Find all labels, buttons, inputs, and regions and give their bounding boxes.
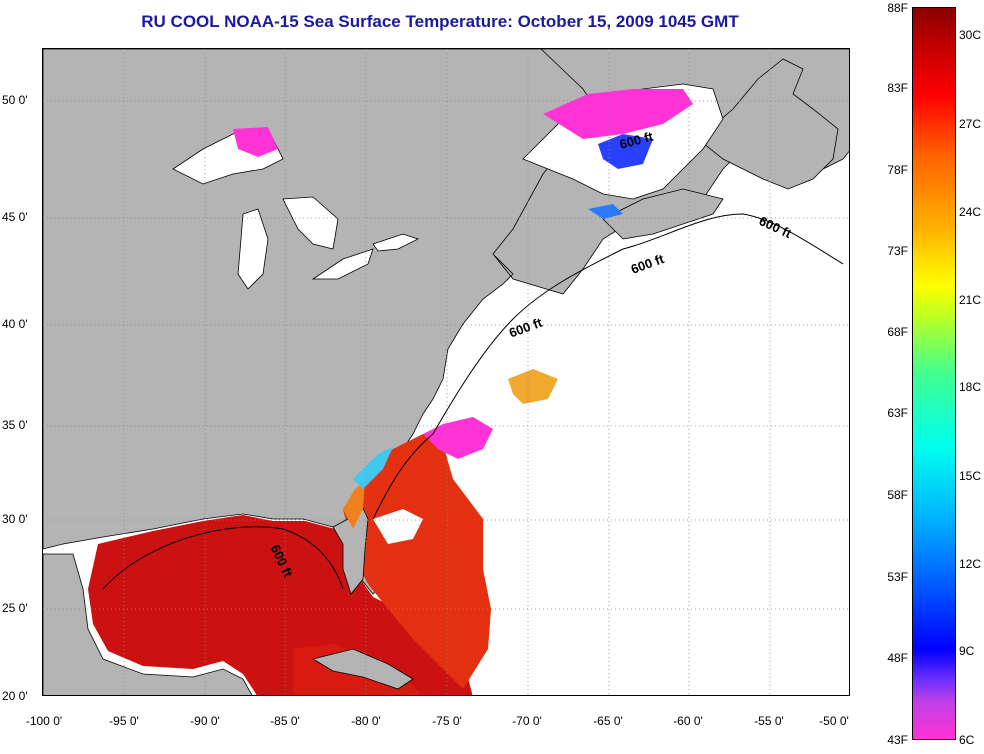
isobath-600ft: [102, 213, 844, 590]
fahrenheit-label: 83F: [887, 81, 908, 95]
celsius-label: 15C: [959, 469, 982, 483]
x-tick-label: -80 0': [351, 714, 381, 728]
fahrenheit-label: 58F: [887, 488, 908, 502]
celsius-label: 9C: [959, 644, 975, 658]
fahrenheit-label: 43F: [887, 733, 908, 747]
map-canvas: 600 ft 600 ft 600 ft 600 ft 600 ft: [43, 49, 849, 695]
color-scale-bar: [912, 7, 956, 740]
y-tick-label: 40 0': [2, 317, 28, 331]
nova-scotia: [602, 188, 724, 240]
fahrenheit-label: 88F: [887, 1, 908, 15]
celsius-label: 27C: [959, 117, 982, 131]
y-tick-label: 30 0': [2, 512, 28, 526]
x-tick-label: -70 0': [512, 714, 542, 728]
fahrenheit-label: 73F: [887, 244, 908, 258]
map-title: RU COOL NOAA-15 Sea Surface Temperature:…: [141, 12, 739, 31]
lake-huron: [282, 196, 339, 250]
y-tick-label: 25 0': [2, 601, 28, 615]
x-tick-label: -60 0': [673, 714, 703, 728]
celsius-label: 21C: [959, 293, 982, 307]
cape-hatteras-magenta: [423, 417, 493, 459]
lake-erie: [311, 248, 374, 280]
x-tick-label: -90 0': [190, 714, 220, 728]
atlantic-warm-sst: [343, 434, 491, 689]
celsius-label: 24C: [959, 205, 982, 219]
gulf-stream-orange: [343, 481, 365, 529]
y-tick-label: 50 0': [2, 93, 28, 107]
sst-map: 600 ft 600 ft 600 ft 600 ft 600 ft: [42, 48, 850, 696]
graticule: [43, 49, 849, 695]
y-tick-label: 20 0': [2, 689, 28, 703]
offshore-yellow: [508, 369, 558, 404]
x-tick-label: -85 0': [270, 714, 300, 728]
celsius-label: 30C: [959, 28, 982, 42]
fahrenheit-label: 63F: [887, 406, 908, 420]
stlawrence-magenta: [543, 89, 693, 139]
x-tick-label: -55 0': [754, 714, 784, 728]
gulf-sst: [88, 515, 473, 695]
y-tick-label: 45 0': [2, 210, 28, 224]
x-tick-label: -75 0': [432, 714, 462, 728]
y-tick-label: 35 0': [2, 418, 28, 432]
x-tick-label: -50 0': [819, 714, 849, 728]
mexico-land: [43, 553, 253, 695]
lake-michigan: [237, 208, 269, 290]
stlawrence-blue: [598, 134, 653, 169]
cuba-land: [311, 648, 414, 690]
x-tick-label: -95 0': [109, 714, 139, 728]
x-tick-label: -100 0': [25, 714, 63, 728]
bay-fundy-blue: [588, 204, 623, 219]
celsius-label: 18C: [959, 380, 982, 394]
fahrenheit-label: 78F: [887, 163, 908, 177]
celsius-label: 6C: [959, 733, 975, 747]
fahrenheit-label: 53F: [887, 570, 908, 584]
cloud-gap: [373, 509, 423, 544]
newfoundland: [697, 58, 839, 190]
fahrenheit-label: 68F: [887, 325, 908, 339]
x-tick-label: -65 0': [593, 714, 623, 728]
lake-ontario: [372, 233, 420, 252]
fahrenheit-label: 48F: [887, 651, 908, 665]
celsius-label: 12C: [959, 557, 982, 571]
coastal-cyan: [353, 447, 393, 489]
superior-magenta: [233, 127, 278, 157]
